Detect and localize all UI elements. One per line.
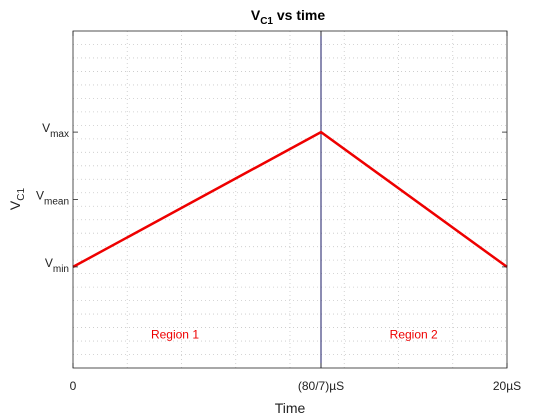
y-ticks: Vmax Vmean Vmin — [36, 121, 507, 275]
y-axis-title-sub: C1 — [16, 188, 27, 201]
y-tick-label: Vmean — [36, 189, 69, 208]
x-tick-label: 20µS — [493, 379, 521, 393]
chart-title-sub: C1 — [260, 16, 273, 27]
x-ticks: 0 (80/7)µS 20µS — [70, 31, 521, 393]
chart-title-main: V — [251, 7, 261, 23]
x-tick-label: 0 — [70, 379, 77, 393]
chart-title: VC1 vs time — [251, 7, 325, 27]
x-tick-label: (80/7)µS — [298, 379, 344, 393]
y-tick-label: Vmax — [42, 121, 69, 140]
annotations: Region 1 Region 2 — [151, 327, 438, 341]
chart-title-rest: vs time — [273, 7, 325, 23]
vc1-series-line — [72, 130, 508, 268]
y-tick-label: Vmin — [45, 256, 69, 275]
y-axis-title-main: V — [7, 200, 23, 210]
region-label: Region 1 — [151, 327, 199, 341]
y-axis-title: VC1 — [7, 188, 27, 211]
grid — [73, 31, 507, 368]
region-label: Region 2 — [390, 327, 438, 341]
x-axis-title: Time — [275, 400, 306, 416]
